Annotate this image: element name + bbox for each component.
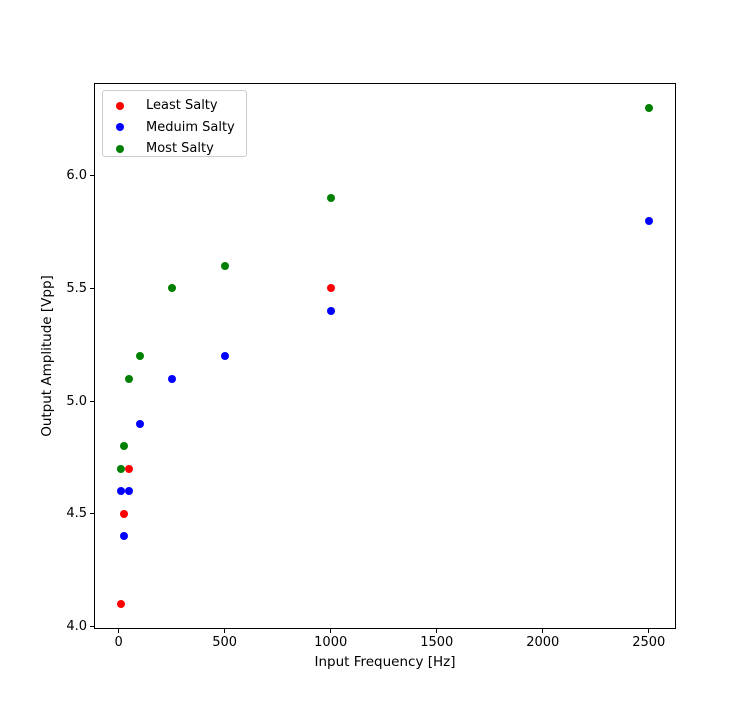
data-point-meduim-salty bbox=[125, 487, 134, 496]
data-point-meduim-salty bbox=[116, 487, 125, 496]
x-tick-label: 2000 bbox=[526, 635, 560, 650]
legend-item-most-salty: Most Salty bbox=[103, 138, 246, 160]
data-point-most-salty bbox=[326, 194, 335, 203]
data-point-least-salty bbox=[119, 509, 128, 518]
plot-area bbox=[94, 83, 676, 629]
x-tick-label: 500 bbox=[212, 635, 238, 650]
y-tick-label: 5.5 bbox=[66, 280, 87, 296]
data-point-most-salty bbox=[125, 374, 134, 383]
data-point-meduim-salty bbox=[167, 374, 176, 383]
y-tick-mark bbox=[90, 400, 94, 402]
y-tick-mark bbox=[90, 513, 94, 515]
y-axis-label: Output Amplitude [Vpp] bbox=[39, 275, 55, 437]
y-tick-mark bbox=[90, 625, 94, 627]
x-tick-label: 1000 bbox=[314, 635, 348, 650]
legend-item-least-salty: Least Salty bbox=[103, 95, 246, 117]
data-point-most-salty bbox=[119, 442, 128, 451]
legend-item-meduim-salty: Meduim Salty bbox=[103, 117, 246, 139]
x-tick-label: 1500 bbox=[420, 635, 454, 650]
y-tick-label: 6.0 bbox=[66, 168, 87, 184]
data-point-most-salty bbox=[220, 261, 229, 270]
legend-marker-dot bbox=[116, 144, 124, 153]
x-tick-mark bbox=[330, 628, 332, 633]
y-tick-mark bbox=[90, 287, 94, 289]
y-tick-mark bbox=[90, 175, 94, 177]
data-point-most-salty bbox=[644, 104, 653, 113]
legend-item-label: Meduim Salty bbox=[146, 119, 235, 135]
x-tick-mark bbox=[436, 628, 438, 633]
data-point-most-salty bbox=[116, 464, 125, 473]
y-tick-label: 5.0 bbox=[66, 393, 87, 409]
x-tick-mark bbox=[118, 628, 120, 633]
legend-marker-dot bbox=[116, 101, 124, 110]
x-axis-label: Input Frequency [Hz] bbox=[314, 654, 456, 670]
data-point-meduim-salty bbox=[326, 306, 335, 315]
y-tick-label: 4.5 bbox=[66, 506, 87, 522]
data-point-least-salty bbox=[116, 599, 125, 608]
legend-item-label: Least Salty bbox=[146, 98, 218, 114]
legend: Least Salty Meduim Salty Most Salty bbox=[102, 90, 247, 157]
legend-marker-dot bbox=[116, 123, 124, 132]
data-point-least-salty bbox=[125, 464, 134, 473]
data-point-meduim-salty bbox=[220, 352, 229, 360]
data-point-meduim-salty bbox=[119, 532, 128, 541]
data-point-least-salty bbox=[326, 284, 335, 293]
x-tick-label: 2500 bbox=[632, 635, 666, 650]
x-tick-mark bbox=[648, 628, 650, 633]
data-point-meduim-salty bbox=[644, 216, 653, 225]
y-tick-label: 4.0 bbox=[66, 618, 87, 634]
x-tick-mark bbox=[542, 628, 544, 633]
x-tick-mark bbox=[224, 628, 226, 633]
data-point-most-salty bbox=[135, 352, 144, 360]
data-point-most-salty bbox=[167, 284, 176, 293]
legend-item-label: Most Salty bbox=[146, 141, 214, 157]
x-tick-label: 0 bbox=[114, 635, 123, 650]
data-point-meduim-salty bbox=[135, 419, 144, 428]
